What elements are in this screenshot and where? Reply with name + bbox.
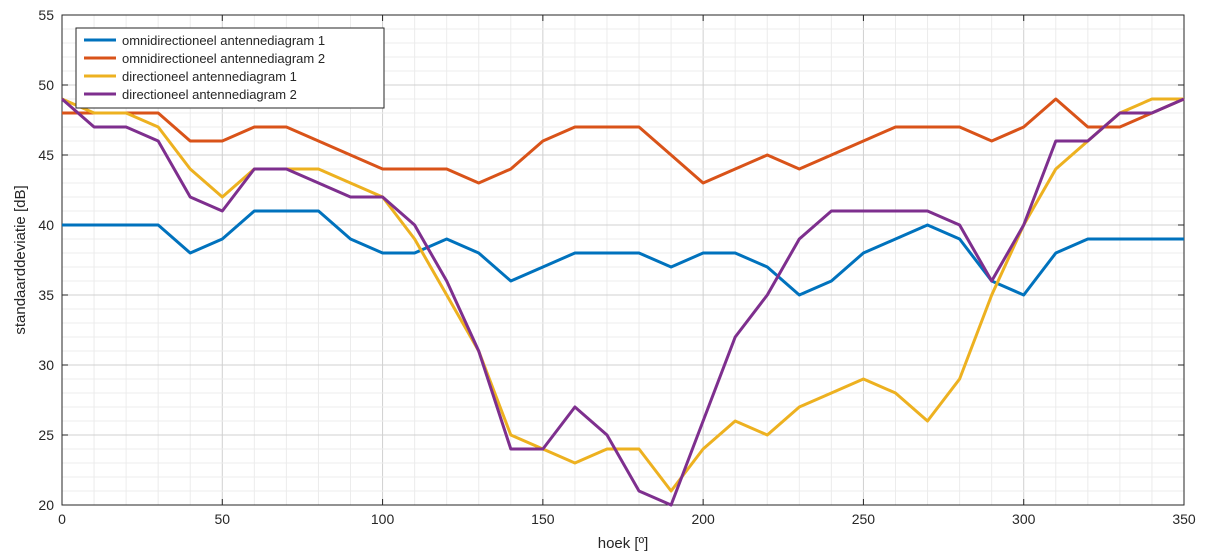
legend-label: omnidirectioneel antennediagram 2: [122, 51, 325, 66]
x-tick-label: 100: [371, 511, 395, 527]
axis-ticks: 0 50 100 150 200 250 300 350 20 25 30 35 40 45 50 55: [38, 7, 1195, 527]
y-tick-label: 20: [38, 497, 54, 513]
series-line-2: [62, 97, 1185, 185]
series-line-4: [61, 97, 1185, 507]
x-tick-label: 200: [691, 511, 715, 527]
y-tick-label: 25: [38, 427, 54, 443]
x-tick-label: 350: [1172, 511, 1196, 527]
y-tick-label: 30: [38, 357, 54, 373]
series-lines: [61, 97, 1185, 507]
plot-frame: [61, 14, 1185, 506]
x-tick-label: 150: [531, 511, 555, 527]
y-tick-label: 45: [38, 147, 54, 163]
y-tick-label: 55: [38, 7, 54, 23]
legend-label: directioneel antennediagram 1: [122, 69, 297, 84]
legend-label: directioneel antennediagram 2: [122, 87, 297, 102]
x-axis-title: hoek [º]: [598, 535, 649, 552]
legend-label: omnidirectioneel antennediagram 1: [122, 33, 325, 48]
x-tick-label: 50: [214, 511, 230, 527]
x-tick-label: 0: [58, 511, 66, 527]
legend: omnidirectioneel antennediagram 1 omnidir…: [75, 27, 385, 109]
y-tick-label: 50: [38, 77, 54, 93]
y-tick-label: 40: [38, 217, 54, 233]
x-tick-label: 250: [852, 511, 876, 527]
y-axis-title: standaarddeviatie [dB]: [12, 185, 29, 334]
x-tick-label: 300: [1012, 511, 1036, 527]
y-tick-label: 35: [38, 287, 54, 303]
legend-box: [75, 27, 385, 109]
